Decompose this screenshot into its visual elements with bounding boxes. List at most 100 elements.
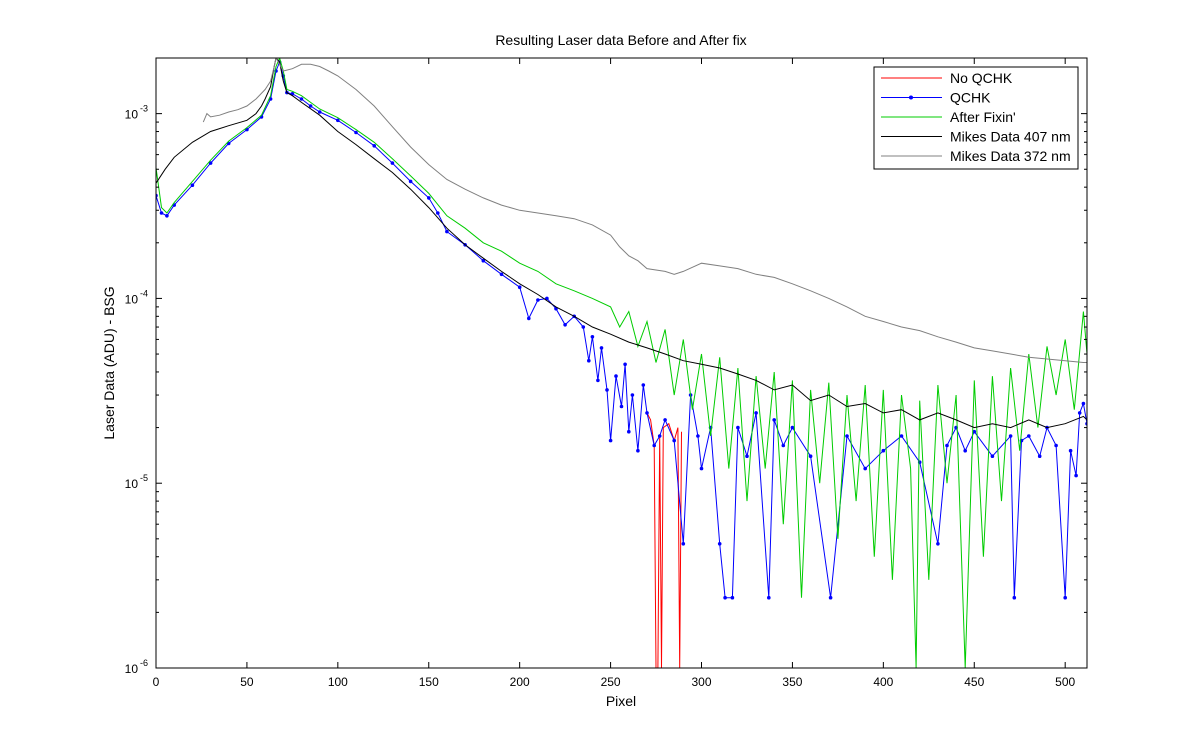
- legend-label-3: Mikes Data 407 nm: [950, 129, 1071, 145]
- series-1-point-69: [790, 425, 795, 430]
- series-line-4: [202, 58, 1087, 363]
- series-1-point-80: [963, 448, 967, 453]
- chart-title: Resulting Laser data Before and After fi…: [495, 32, 746, 48]
- series-1-point-73: [863, 466, 867, 471]
- y-tick-label-3: 10: [125, 108, 139, 122]
- series-1-point-40: [599, 346, 604, 350]
- series-1-point-42: [608, 438, 613, 443]
- series-1-point-30: [527, 316, 531, 321]
- series-1-point-83: [1008, 434, 1013, 438]
- y-axis-label: Laser Data (ADU) - BSG: [101, 286, 117, 439]
- x-axis-label: Pixel: [606, 693, 636, 709]
- series-1-point-61: [723, 595, 727, 600]
- series-1-point-66: [767, 595, 771, 600]
- axes-box: [155, 57, 1088, 669]
- axes: 0 50 100 150 200 250 300 350 400 450 50010-610-510…: [125, 57, 1088, 689]
- series-1-point-36: [581, 325, 586, 329]
- series-1-point-22: [408, 179, 413, 184]
- series-1-point-20: [372, 144, 377, 148]
- legend-label-2: After Fixin': [950, 109, 1016, 125]
- series-1-point-49: [641, 383, 646, 387]
- series-1-point-94: [1081, 401, 1086, 406]
- series-1-point-16: [308, 104, 313, 108]
- x-tick-label-5: 250: [601, 675, 621, 689]
- legend-label-0: No QCHK: [950, 70, 1013, 86]
- series-1-point-63: [736, 425, 740, 430]
- series-1-point-47: [630, 393, 635, 397]
- legend-label-4: Mikes Data 372 nm: [950, 148, 1071, 164]
- series-1-point-32: [545, 296, 549, 301]
- series-1-point-60: [717, 542, 722, 546]
- series-1-point-90: [1063, 595, 1067, 600]
- series-1-point-15: [299, 97, 304, 101]
- series-1-point-74: [881, 448, 886, 453]
- series-1-point-23: [427, 196, 431, 200]
- series-1-point-82: [990, 454, 995, 459]
- series-1-point-38: [590, 335, 595, 339]
- y-tick-label-2: 10: [125, 292, 139, 306]
- series-1-point-84: [1012, 595, 1017, 600]
- series-1-point-68: [781, 443, 786, 448]
- legend-marker-1: [909, 95, 913, 100]
- series-1-point-17: [317, 110, 322, 114]
- x-tick-label-8: 400: [873, 675, 893, 689]
- series-line-2: [156, 58, 1087, 668]
- series-1-point-19: [354, 130, 358, 135]
- series-line-3: [156, 58, 1087, 429]
- series-1-point-5: [208, 161, 213, 165]
- x-tick-label-4: 200: [510, 675, 530, 689]
- series-1-point-21: [390, 161, 395, 165]
- series-1-point-71: [828, 595, 833, 600]
- series-1-point-86: [1027, 434, 1031, 438]
- legend-label-1: QCHK: [950, 90, 991, 106]
- series-1-point-29: [517, 285, 522, 290]
- x-tick-label-2: 100: [328, 675, 348, 689]
- series-1-point-25: [445, 229, 449, 234]
- series-1-point-37: [587, 358, 591, 363]
- series-group: [156, 58, 1087, 668]
- x-tick-label-9: 450: [964, 675, 984, 689]
- series-1-point-50: [645, 411, 649, 415]
- series-1-point-92: [1074, 473, 1078, 478]
- series-1-point-87: [1037, 454, 1042, 459]
- x-tick-label-0: 0: [153, 675, 160, 689]
- series-1-point-34: [563, 323, 567, 327]
- series-1-point-55: [681, 542, 686, 546]
- series-1-point-31: [536, 298, 540, 302]
- x-tick-label-3: 150: [419, 675, 439, 689]
- series-1-point-78: [945, 443, 949, 448]
- series-1-point-57: [696, 434, 700, 438]
- series-1-point-4: [190, 183, 195, 187]
- series-1-point-81: [972, 429, 977, 434]
- series-1-point-44: [619, 404, 624, 409]
- series-1-point-65: [754, 411, 758, 415]
- x-tick-label-1: 50: [240, 675, 254, 689]
- series-1-point-28: [499, 272, 504, 277]
- y-tick-exponent-2: -4: [140, 288, 148, 298]
- series-1-point-1: [159, 211, 164, 215]
- series-1-point-72: [845, 434, 849, 438]
- y-tick-exponent-1: -5: [140, 473, 148, 483]
- series-1-point-89: [1054, 443, 1058, 448]
- series-1-point-24: [436, 211, 440, 215]
- series-1-point-64: [745, 454, 749, 459]
- series-1-point-62: [730, 595, 735, 600]
- series-1-point-18: [336, 118, 340, 123]
- series-1-point-58: [699, 466, 704, 471]
- y-tick-exponent-0: -6: [140, 658, 148, 668]
- y-tick-exponent-3: -3: [140, 104, 148, 114]
- x-tick-label-7: 350: [782, 675, 802, 689]
- series-1-point-51: [652, 443, 656, 448]
- series-1-point-91: [1068, 448, 1073, 453]
- series-1-point-54: [672, 438, 676, 443]
- legend-box: [873, 66, 1079, 170]
- series-1-point-53: [663, 418, 667, 422]
- legend: No QCHK QCHK After Fixin' Mikes Data 407 nm…: [873, 66, 1079, 170]
- series-1-point-27: [481, 258, 486, 263]
- series-1-point-93: [1077, 411, 1082, 415]
- series-1-point-46: [627, 429, 631, 434]
- series-1-point-39: [596, 378, 600, 383]
- series-1-point-41: [605, 388, 609, 392]
- x-tick-label-6: 300: [691, 675, 711, 689]
